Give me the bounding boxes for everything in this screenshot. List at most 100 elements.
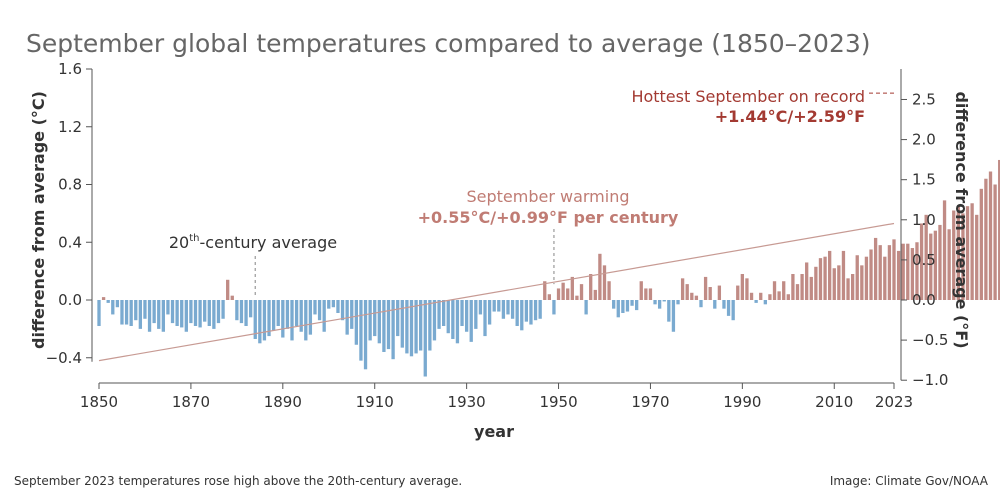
reference-label-base: 20 <box>169 233 189 252</box>
bar-1954 <box>575 295 579 300</box>
bar-1945 <box>533 300 538 321</box>
y-tick-label: 0.8 <box>58 176 82 194</box>
bar-1947 <box>543 281 547 300</box>
bar-1963 <box>616 300 620 318</box>
bar-1865 <box>166 300 170 315</box>
bar-1924 <box>437 300 441 329</box>
bar-1933 <box>478 300 483 315</box>
bar-2013 <box>846 278 850 300</box>
record-value-label: +1.44°C/+2.59°F <box>715 107 865 126</box>
image-credit: Image: Climate Gov/NOAA <box>829 474 988 488</box>
bar-1905 <box>350 300 354 329</box>
bar-1850 <box>97 300 101 326</box>
bar-1910 <box>373 300 377 337</box>
x-tick-label: 1850 <box>80 393 118 411</box>
bar-1861 <box>147 300 152 332</box>
bar-1958 <box>593 289 597 300</box>
bar-1921 <box>423 300 427 377</box>
y-tick-label: −0.4 <box>46 349 82 367</box>
bar-1862 <box>152 300 156 324</box>
bar-2021 <box>883 256 887 300</box>
bar-1923 <box>432 300 437 341</box>
bar-1980 <box>694 295 699 300</box>
bar-2016 <box>860 265 864 300</box>
x-tick-label: 2010 <box>815 393 853 411</box>
bar-2045 <box>993 184 997 300</box>
bar-2036 <box>952 210 956 300</box>
x-tick-label: 1990 <box>723 393 761 411</box>
bar-1970 <box>648 288 653 300</box>
bar-1925 <box>442 300 446 326</box>
bar-1888 <box>271 300 276 331</box>
y-axis-label-right: difference from average (°F) <box>952 91 971 348</box>
bar-1890 <box>281 300 285 338</box>
bar-1928 <box>455 300 460 344</box>
bar-1937 <box>497 300 501 312</box>
x-tick-label: 1910 <box>356 393 394 411</box>
bar-1971 <box>653 300 657 305</box>
bar-1979 <box>690 292 694 300</box>
bar-1893 <box>294 300 299 326</box>
bar-1991 <box>745 278 749 300</box>
bar-1969 <box>644 288 648 300</box>
bar-1960 <box>602 265 607 300</box>
bar-1857 <box>129 300 133 326</box>
bar-2032 <box>933 230 938 300</box>
bar-2040 <box>970 203 974 300</box>
bar-1927 <box>451 300 455 339</box>
bar-1929 <box>460 300 464 326</box>
bar-2006 <box>814 266 818 300</box>
bar-1950 <box>556 288 561 300</box>
bar-1989 <box>736 285 740 300</box>
bar-1887 <box>267 300 271 337</box>
bar-1999 <box>782 281 786 300</box>
bar-1949 <box>552 300 556 315</box>
x-axis-label: year <box>474 422 514 441</box>
bar-1884 <box>253 300 257 339</box>
y-tick-label: 0.0 <box>58 291 82 309</box>
bar-1853 <box>111 300 115 315</box>
bar-1942 <box>520 300 524 331</box>
bar-1852 <box>106 300 110 303</box>
bar-1883 <box>248 300 253 318</box>
bar-1932 <box>474 300 478 329</box>
bar-2009 <box>828 250 832 300</box>
bar-1906 <box>354 300 358 345</box>
bar-1885 <box>258 300 262 344</box>
y2-tick-label: 2.5 <box>912 90 936 108</box>
bar-1877 <box>221 300 225 319</box>
bar-1911 <box>377 300 381 344</box>
y2-tick-label: 1.5 <box>912 171 936 189</box>
bar-2000 <box>786 294 790 300</box>
bar-1880 <box>235 300 239 321</box>
bar-1886 <box>262 300 267 341</box>
bar-1941 <box>515 300 519 326</box>
bar-1900 <box>327 300 331 309</box>
bar-1868 <box>180 300 184 328</box>
bar-1975 <box>671 300 676 332</box>
bar-1881 <box>239 300 244 324</box>
bar-2038 <box>961 213 965 301</box>
bar-2046 <box>998 159 1000 300</box>
bar-1995 <box>763 300 767 305</box>
x-tick-label: 1890 <box>264 393 302 411</box>
bar-1899 <box>322 300 326 332</box>
bar-1867 <box>175 300 179 326</box>
bar-1913 <box>386 300 391 350</box>
bar-1916 <box>400 300 404 348</box>
bar-1976 <box>676 300 680 305</box>
bar-2003 <box>800 274 804 300</box>
bar-1944 <box>529 300 533 325</box>
warming-label: September warming <box>466 187 629 206</box>
bar-1855 <box>120 300 124 325</box>
bar-2020 <box>878 245 882 300</box>
bar-1851 <box>101 297 106 300</box>
bar-1892 <box>290 300 294 341</box>
bar-2033 <box>938 224 942 300</box>
bar-1939 <box>506 300 510 315</box>
bar-2015 <box>855 255 859 300</box>
bar-2026 <box>906 243 910 300</box>
bar-1898 <box>317 300 322 321</box>
bar-1897 <box>313 300 317 315</box>
bar-2017 <box>864 256 869 300</box>
